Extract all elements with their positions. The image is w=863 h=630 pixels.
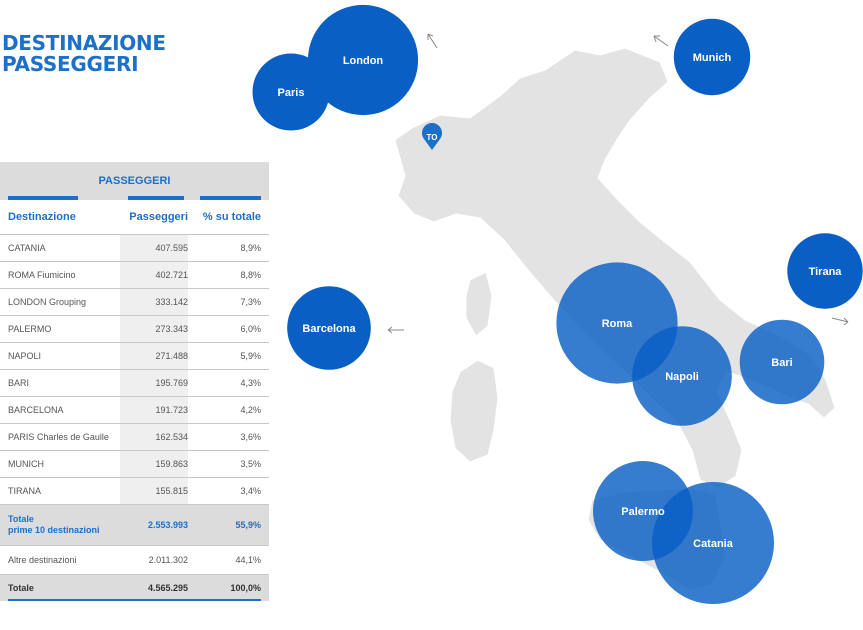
subtotal-label-line-2: prime 10 destinazioni [8,525,100,535]
bubble-label-napoli: Napoli [665,371,699,383]
bubble-barcelona [287,286,371,370]
row-percent: 5,9% [240,351,261,361]
row-destination: BARCELONA [8,405,64,415]
row-destination: PARIS Charles de Gaulle [8,432,109,442]
table-row: ROMA Fiumicino 402.721 8,8% [0,262,269,289]
subtotal-row: Totale prime 10 destinazioni 2.553.993 5… [0,505,269,546]
row-destination: ROMA Fiumicino [8,270,76,280]
total-label: Totale [8,583,34,593]
total-pct: 100,0% [230,583,261,593]
other-destinations-row: Altre destinazioni 2.011.302 44,1% [0,546,269,575]
table-row: BARCELONA 191.723 4,2% [0,397,269,424]
subtotal-pct: 55,9% [235,520,261,530]
arrow-barcelona [387,326,404,334]
row-passengers: 407.595 [155,243,188,253]
bubble-bari [739,319,825,405]
row-percent: 3,5% [240,459,261,469]
subtotal-pax: 2.553.993 [147,520,188,530]
table-row: TIRANA 155.815 3,4% [0,478,269,505]
row-destination: TIRANA [8,486,42,496]
bubble-label-roma: Roma [602,318,633,330]
row-percent: 3,6% [240,432,261,442]
table-row: MUNICH 159.863 3,5% [0,451,269,478]
title-line-2: PASSEGGERI [2,52,139,76]
passengers-table: PASSEGGERI Destinazione Passeggeri % su … [0,162,269,601]
table-column-headers: Destinazione Passeggeri % su totale [0,200,269,235]
bubble-label-paris: Paris [278,87,305,99]
bubble-label-catania: Catania [693,538,734,550]
row-percent: 3,4% [240,486,261,496]
row-passengers: 271.488 [155,351,188,361]
row-destination: MUNICH [8,459,44,469]
other-pax: 2.011.302 [148,555,188,565]
row-destination: PALERMO [8,324,52,334]
bubble-napoli [632,326,732,426]
arrow-munich [653,35,669,47]
bubble-label-london: London [343,55,384,67]
table-body: CATANIA 407.595 8,9% ROMA Fiumicino 402.721 8… [0,235,269,505]
row-passengers: 155.815 [155,486,188,496]
row-passengers: 195.769 [155,378,188,388]
table-row: PARIS Charles de Gaulle 162.534 3,6% [0,424,269,451]
corsica [465,271,493,337]
bubble-munich [673,18,751,96]
other-pct: 44,1% [235,555,261,565]
sardinia [449,359,499,463]
arrow-london [427,33,438,49]
row-destination: NAPOLI [8,351,42,361]
row-percent: 4,3% [240,378,261,388]
destination-bubbles: London Paris Munich Tirana Barcelona Roma Napo… [252,4,863,604]
row-destination: LONDON Grouping [8,297,87,307]
row-destination: CATANIA [8,243,46,253]
subtotal-label: Totale prime 10 destinazioni [0,514,120,536]
row-percent: 8,9% [240,243,261,253]
group-header-label: PASSEGGERI [98,175,171,187]
origin-marker: TO [421,123,442,150]
table-row: PALERMO 273.343 6,0% [0,316,269,343]
table-row: LONDON Grouping 333.142 7,3% [0,289,269,316]
col-header-passengers: Passeggeri [129,211,188,223]
total-pax: 4.565.295 [147,583,188,593]
other-label: Altre destinazioni [8,555,77,565]
table-row: BARI 195.769 4,3% [0,370,269,397]
row-passengers: 191.723 [155,405,188,415]
bubble-label-palermo: Palermo [621,506,665,518]
row-percent: 7,3% [240,297,261,307]
header-accent-bars [0,196,269,200]
row-destination: BARI [8,378,30,388]
page-title: DESTINAZIONE PASSEGGERI [2,33,166,75]
row-passengers: 273.343 [155,324,188,334]
total-underline [8,599,261,601]
subtotal-label-line-1: Totale [8,514,34,524]
row-percent: 4,2% [240,405,261,415]
bubble-label-barcelona: Barcelona [302,323,356,335]
row-passengers: 333.142 [155,297,188,307]
row-percent: 8,8% [240,270,261,280]
col-header-percent: % su totale [202,211,261,223]
row-passengers: 162.534 [155,432,188,442]
bubble-label-munich: Munich [693,52,732,64]
bubble-tirana [787,233,863,309]
row-percent: 6,0% [240,324,261,334]
table-row: CATANIA 407.595 8,9% [0,235,269,262]
total-row: Totale 4.565.295 100,0% [0,575,269,601]
bubble-label-tirana: Tirana [809,266,843,278]
arrow-tirana [831,317,849,326]
pin-icon [421,123,442,150]
table-group-header: PASSEGGERI [0,162,269,200]
direction-arrows [387,33,849,334]
col-header-destination: Destinazione [8,211,76,223]
title-line-1: DESTINAZIONE [2,31,166,55]
bubble-london [307,4,419,116]
origin-marker-label: TO [427,133,438,142]
bubble-catania [652,482,774,604]
bubble-paris [252,53,330,131]
table-row: NAPOLI 271.488 5,9% [0,343,269,370]
row-passengers: 159.863 [155,459,188,469]
bubble-label-bari: Bari [771,357,792,369]
row-passengers: 402.721 [155,270,188,280]
